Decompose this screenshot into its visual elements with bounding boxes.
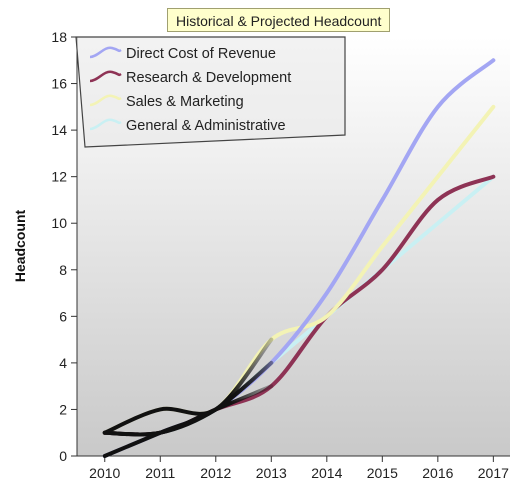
legend-label-research-development: Research & Development: [126, 70, 291, 86]
y-tick-label: 0: [59, 448, 67, 464]
y-tick-label: 4: [59, 355, 67, 371]
x-tick-label: 2016: [422, 465, 453, 481]
x-tick-label: 2010: [89, 465, 120, 481]
legend-label-general-administrative: General & Administrative: [126, 118, 286, 134]
chart-title: Historical & Projected Headcount: [167, 8, 391, 32]
y-tick-label: 18: [51, 29, 67, 45]
y-tick-label: 12: [51, 169, 67, 185]
y-tick-label: 16: [51, 76, 67, 92]
legend-label-sales-marketing: Sales & Marketing: [126, 94, 244, 110]
legend-items: Direct Cost of Revenue Research & Develop…: [89, 46, 291, 134]
legend-swatch-direct-cost-of-revenue: [89, 46, 122, 59]
axis-ticks: 0 2 4 6 8 10 12 14 16 18 2010 2011 2012 2013 2014 2015 2…: [51, 29, 509, 481]
legend-swatch-research-development: [89, 70, 122, 83]
y-tick-label: 6: [59, 308, 67, 324]
historical-line-direct-cost-of-revenue: [102, 360, 274, 458]
legend-swatch-sales-marketing: [89, 94, 122, 107]
x-tick-label: 2015: [367, 465, 398, 481]
y-tick-label: 10: [51, 215, 67, 231]
y-tick-label: 2: [59, 401, 67, 417]
x-tick-label: 2014: [311, 465, 342, 481]
y-tick-label: 14: [51, 122, 67, 138]
historical-lines: [102, 337, 274, 458]
legend-label-direct-cost-of-revenue: Direct Cost of Revenue: [126, 46, 276, 62]
legend-swatch-general-administrative: [89, 118, 122, 131]
legend-box: [75, 36, 346, 148]
x-tick-label: 2013: [256, 465, 287, 481]
x-tick-label: 2012: [200, 465, 231, 481]
x-tick-label: 2017: [478, 465, 509, 481]
x-tick-label: 2011: [145, 465, 175, 481]
y-tick-label: 8: [59, 262, 67, 278]
y-axis-label: Headcount: [12, 209, 28, 282]
historical-line-sales-marketing: [102, 337, 274, 435]
legend: Direct Cost of Revenue Research & Develop…: [75, 36, 346, 148]
